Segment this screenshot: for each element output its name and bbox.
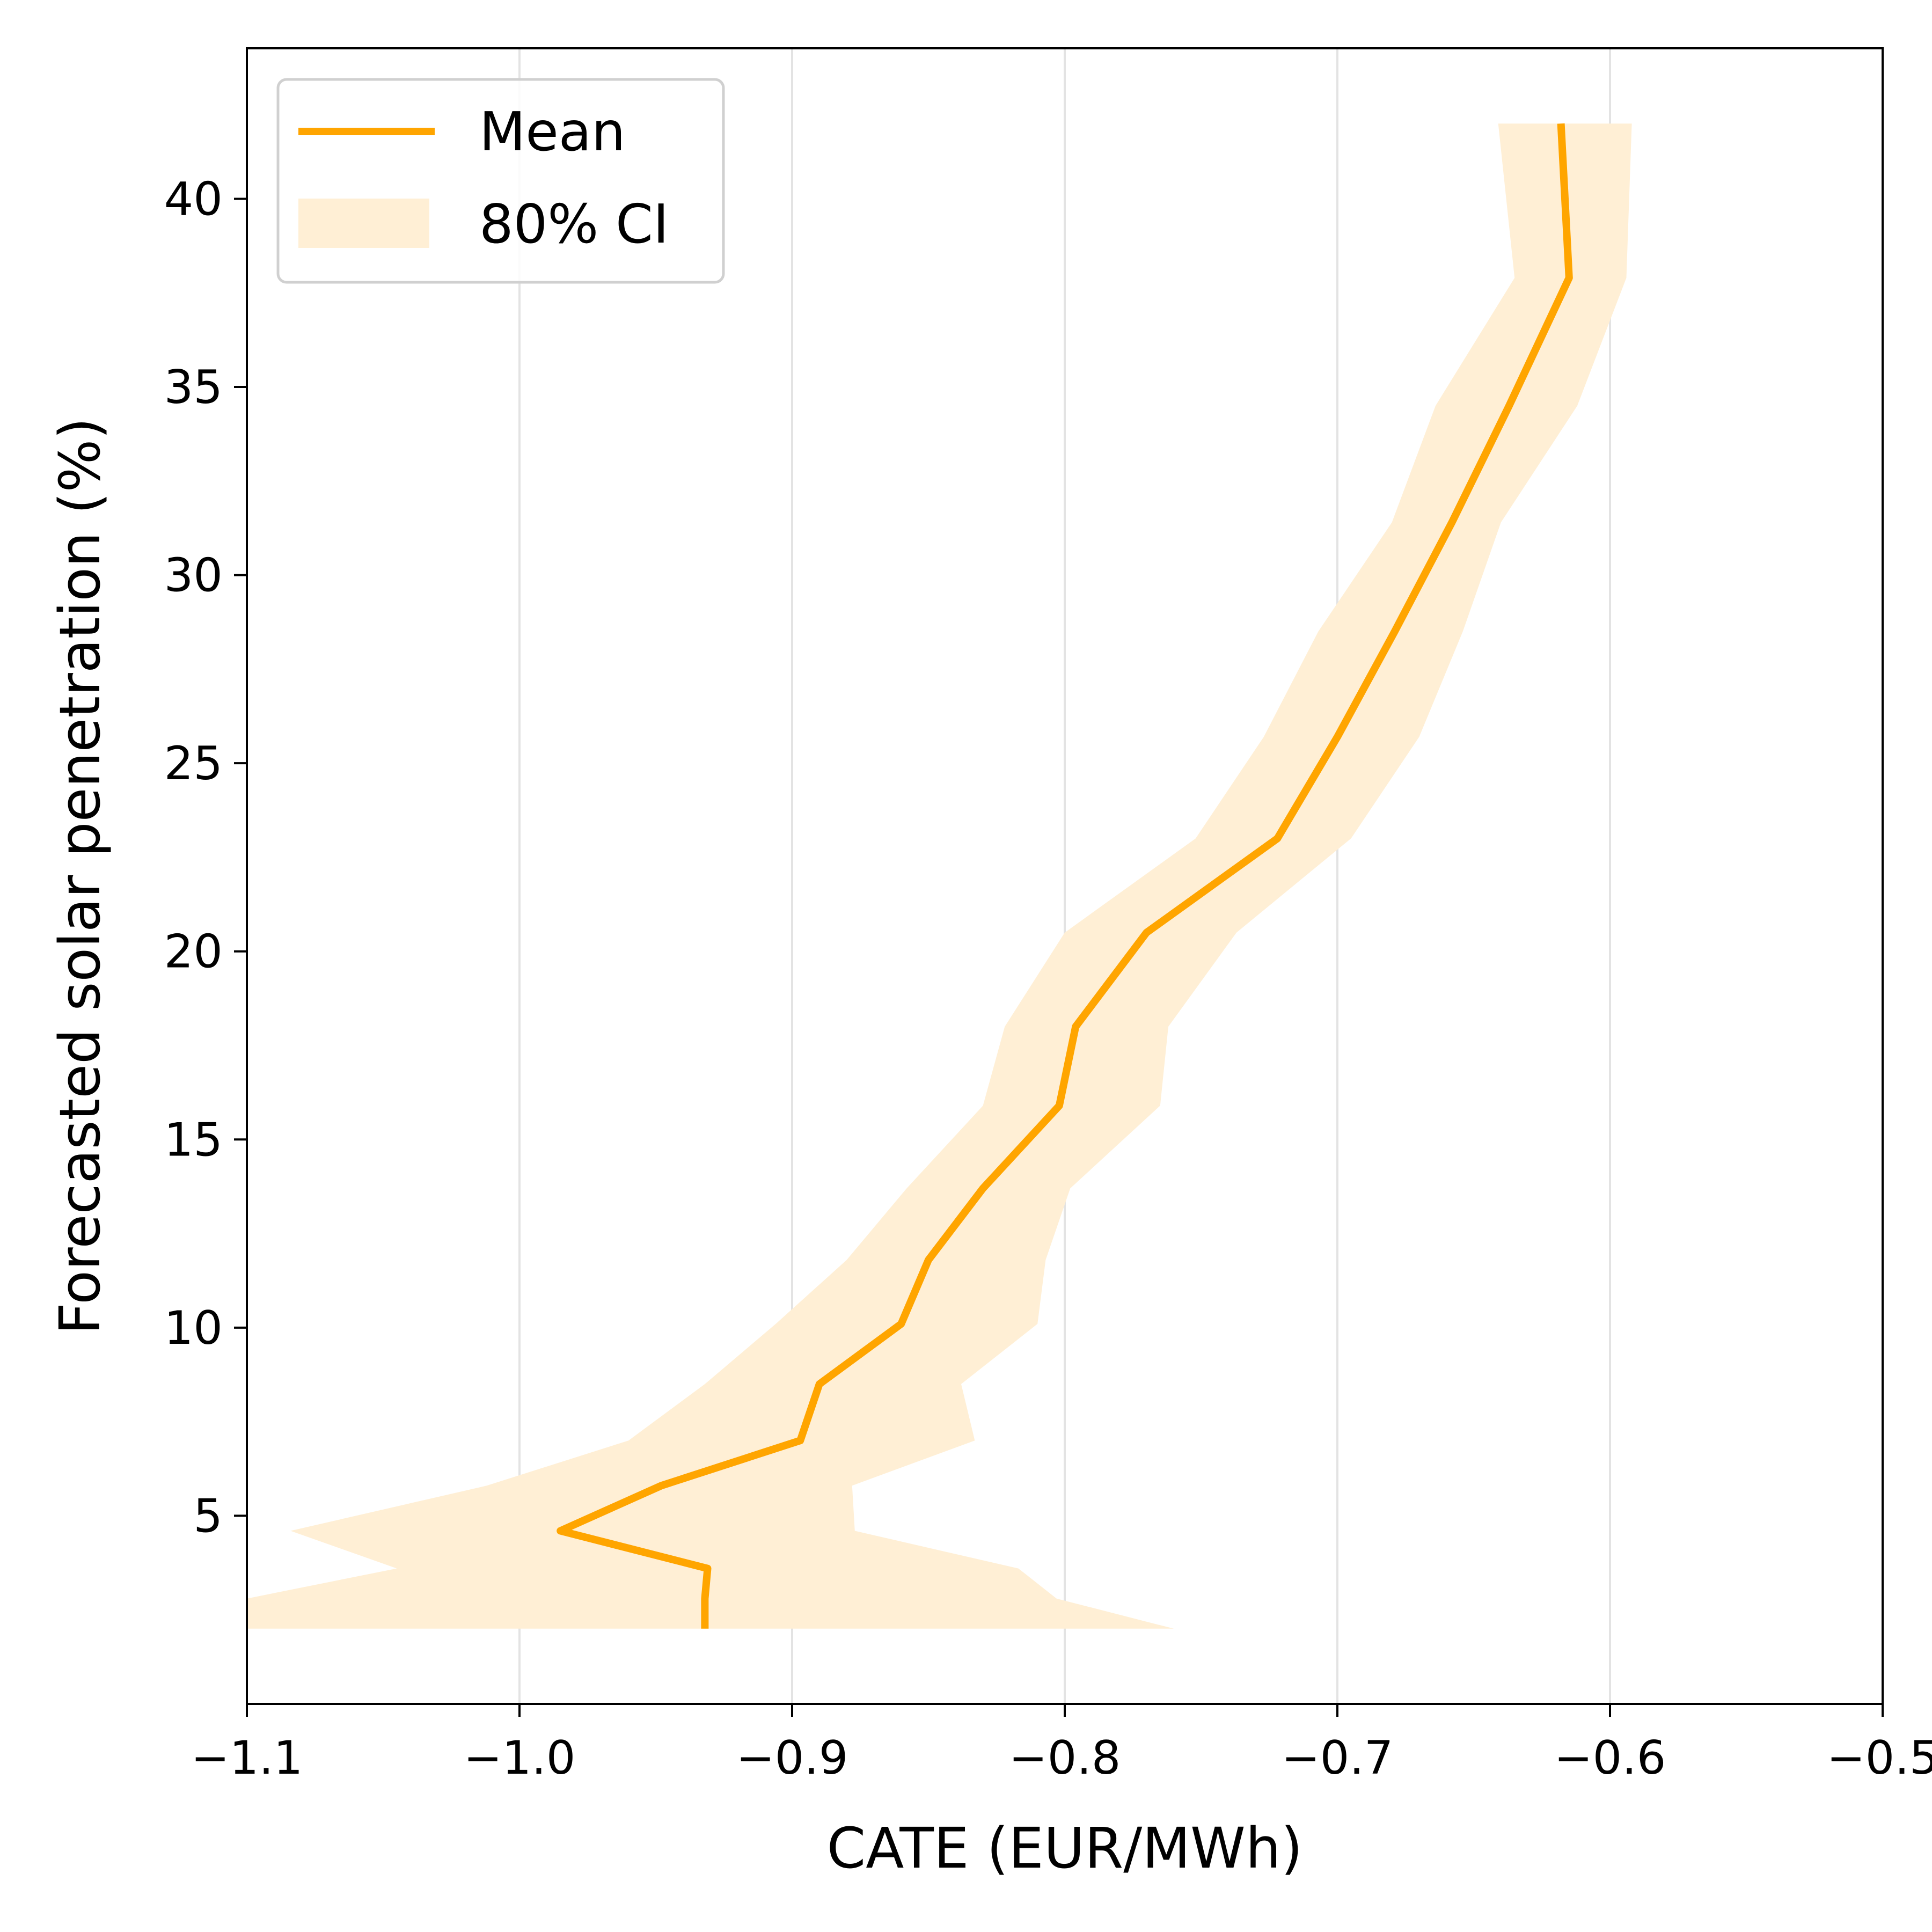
x-tick-label-1: −1.0 — [464, 1731, 576, 1785]
y-tick-label-7: 40 — [164, 172, 223, 226]
y-tick-label-4: 25 — [164, 737, 223, 791]
x-tick-label-0: −1.1 — [191, 1731, 303, 1785]
y-tick-label-0: 5 — [193, 1489, 223, 1543]
x-tick-label-6: −0.5 — [1827, 1731, 1932, 1785]
x-tick-label-5: −0.6 — [1554, 1731, 1666, 1785]
grid-lines — [246, 48, 1884, 1704]
ci-band — [247, 123, 1632, 1629]
y-tick-label-6: 35 — [164, 361, 223, 414]
ci-band-layer — [247, 123, 1632, 1629]
legend-ci-label: 80% CI — [479, 193, 669, 255]
y-tick-label-2: 15 — [164, 1113, 223, 1167]
y-tick-label-5: 30 — [164, 549, 223, 603]
x-axis-title: CATE (EUR/MWh) — [827, 1816, 1303, 1881]
x-tick-label-3: −0.8 — [1009, 1731, 1121, 1785]
y-tick-label-3: 20 — [164, 925, 223, 979]
y-axis-ticks: 5 10 15 20 25 30 35 40 — [164, 172, 247, 1543]
legend-mean-label: Mean — [479, 100, 625, 163]
y-axis-title: Forecasted solar penetration (%) — [47, 418, 113, 1335]
legend: Mean 80% CI — [276, 78, 725, 284]
y-tick-label-1: 10 — [164, 1301, 223, 1355]
mean-line — [557, 123, 1573, 1629]
mean-line-layer — [557, 123, 1573, 1629]
x-axis-ticks: −1.1 −1.0 −0.9 −0.8 −0.7 −0.6 −0.5 — [191, 1704, 1932, 1785]
x-tick-label-2: −0.9 — [736, 1731, 848, 1785]
x-tick-label-4: −0.7 — [1282, 1731, 1394, 1785]
legend-ci-swatch — [298, 199, 429, 248]
